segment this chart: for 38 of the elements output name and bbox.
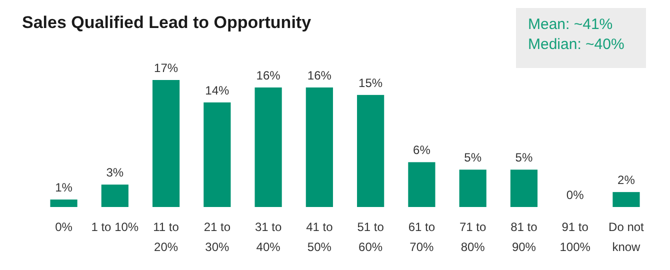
data-label: 2% — [618, 173, 636, 188]
bar — [306, 87, 333, 207]
bar — [254, 87, 282, 207]
bar — [510, 170, 538, 207]
x-tick-label: 0% — [55, 220, 73, 234]
data-label: 17% — [154, 61, 178, 75]
x-tick-label: 91 to 100% — [560, 220, 591, 254]
x-tick-label: 21 to 30% — [204, 220, 231, 254]
bar — [50, 200, 78, 207]
data-label: 6% — [413, 143, 431, 158]
x-tick-label: 51 to 60% — [357, 220, 384, 254]
bar — [357, 94, 384, 207]
data-label: 14% — [205, 83, 230, 98]
x-tick-label: 11 to 20% — [153, 220, 180, 254]
x-tick-label: 71 to 80% — [459, 220, 486, 254]
bar — [152, 80, 180, 207]
x-tick-label: 41 to 50% — [306, 220, 334, 254]
data-label: 5% — [464, 150, 482, 165]
data-label: 1% — [55, 180, 73, 195]
x-tick-label: 31 to 40% — [254, 220, 282, 254]
bar — [408, 162, 436, 207]
x-tick-label: 81 to 90% — [510, 220, 538, 254]
bar — [459, 170, 486, 207]
data-label: 3% — [106, 166, 124, 180]
text: Median: ~40% — [528, 36, 624, 53]
data-label: 16% — [256, 68, 281, 82]
bar — [101, 184, 128, 207]
text: Mean: ~41% — [528, 16, 613, 33]
data-label: 16% — [307, 68, 332, 82]
data-label: 5% — [515, 150, 533, 165]
data-label: 0% — [566, 188, 584, 202]
x-tick-label: 61 to 70% — [408, 220, 436, 254]
chart-title: Sales Qualified Lead to Opportunity — [22, 13, 312, 32]
x-tick-label: 1 to 10% — [91, 220, 139, 234]
bar — [204, 102, 231, 207]
bar — [612, 192, 640, 207]
data-label: 15% — [358, 76, 383, 90]
x-tick-label: Do not know — [608, 220, 645, 254]
